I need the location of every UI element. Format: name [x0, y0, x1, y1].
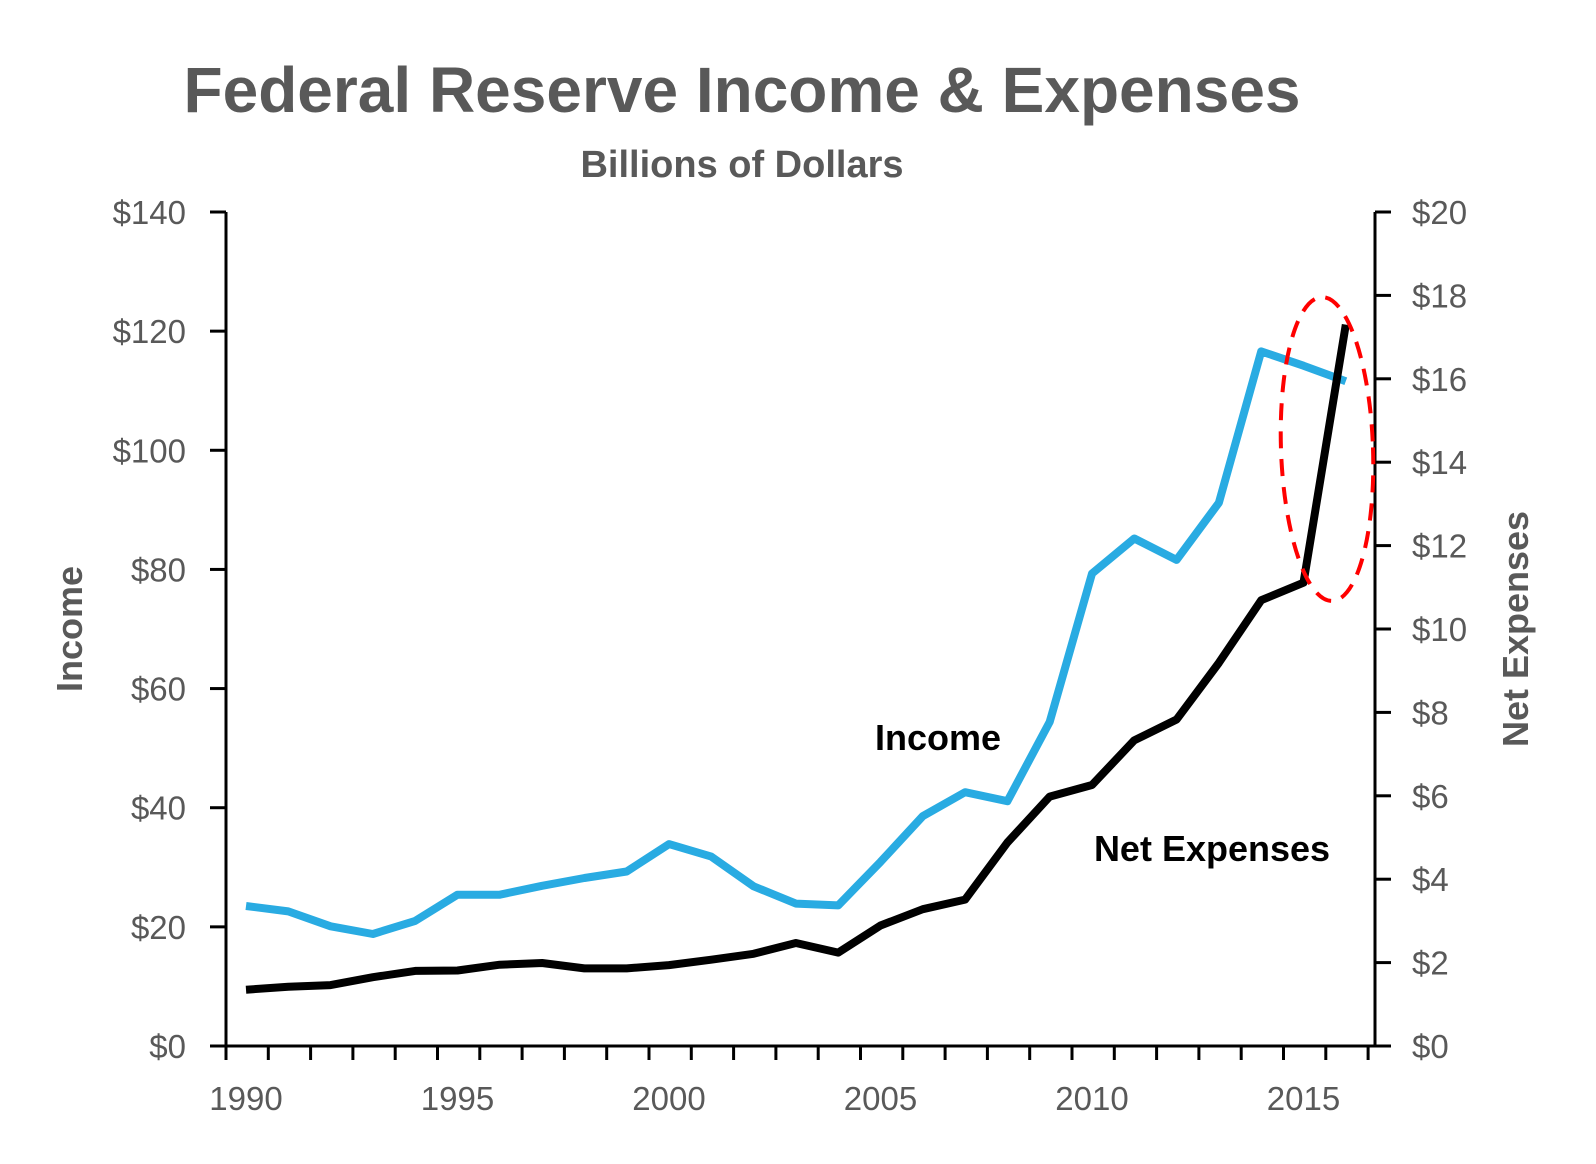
y2-tick-label: $8 [1412, 694, 1449, 731]
y2-tick-label: $20 [1412, 194, 1467, 231]
net-expenses-series-label: Net Expenses [1094, 828, 1330, 869]
y-tick-label: $80 [131, 551, 186, 588]
y2-tick-label: $6 [1412, 778, 1449, 815]
chart-subtitle: Billions of Dollars [580, 144, 903, 186]
y-tick-label: $0 [149, 1028, 186, 1065]
y2-tick-label: $12 [1412, 528, 1467, 565]
y-tick-label: $140 [113, 194, 186, 231]
y-tick-label: $100 [113, 432, 186, 469]
income-line [245, 347, 1348, 938]
y2-tick-label: $18 [1412, 277, 1467, 314]
x-tick-label: 1995 [421, 1080, 494, 1117]
x-tick-label: 2010 [1055, 1080, 1128, 1117]
y-axis-title: Income [49, 566, 90, 692]
y2-axis-title: Net Expenses [1495, 511, 1536, 747]
y2-tick-label: $0 [1412, 1028, 1449, 1065]
y2-tick-label: $10 [1412, 611, 1467, 648]
highlight-ellipse-annotation [1278, 295, 1376, 603]
y2-tick-label: $2 [1412, 945, 1449, 982]
net-expenses-line [245, 323, 1350, 994]
chart-title: Federal Reserve Income & Expenses [184, 54, 1301, 126]
y-tick-label: $60 [131, 671, 186, 708]
x-tick-label: 2015 [1267, 1080, 1340, 1117]
income-series-label: Income [875, 717, 1001, 758]
x-tick-label: 2000 [632, 1080, 705, 1117]
y-tick-label: $120 [113, 313, 186, 350]
y-tick-label: $40 [131, 790, 186, 827]
y2-tick-label: $14 [1412, 444, 1467, 481]
y-tick-label: $20 [131, 909, 186, 946]
x-tick-label: 2005 [844, 1080, 917, 1117]
x-tick-label: 1990 [209, 1080, 282, 1117]
y2-tick-label: $16 [1412, 361, 1467, 398]
y2-tick-label: $4 [1412, 861, 1449, 898]
